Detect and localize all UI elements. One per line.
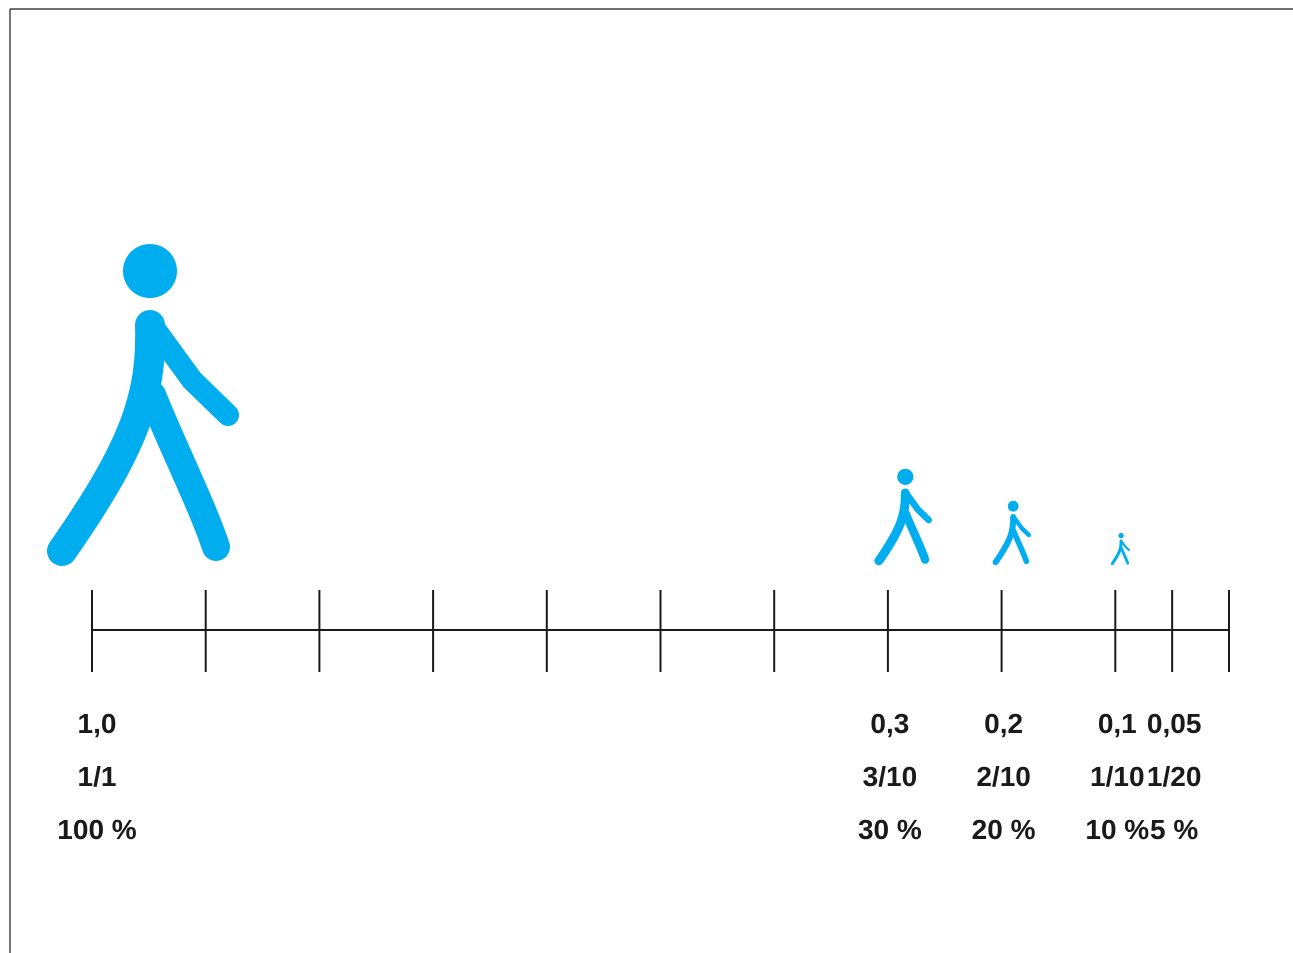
- marker-fraction-label: 3/10: [863, 761, 918, 792]
- marker-percent-label: 20 %: [972, 814, 1036, 845]
- figures-layer: [47, 244, 1131, 566]
- marker-fraction-label: 1/1: [78, 761, 117, 792]
- walker-front-leg: [1010, 528, 1030, 565]
- walker-head: [1007, 500, 1019, 512]
- walker-torso: [874, 488, 910, 566]
- walker-torso: [47, 310, 166, 566]
- walker-arm: [1011, 514, 1031, 538]
- walker-head: [123, 244, 177, 298]
- walker-head: [897, 468, 914, 485]
- marker-decimal-label: 0,2: [984, 708, 1023, 739]
- marker-percent-label: 100 %: [57, 814, 136, 845]
- walker-torso: [1110, 539, 1123, 566]
- walker-arm: [902, 489, 933, 524]
- marker-decimal-label: 0,05: [1147, 708, 1202, 739]
- walker-arm: [1120, 539, 1131, 552]
- walking-person-icon: [992, 500, 1031, 566]
- marker-fraction-label: 1/20: [1147, 761, 1202, 792]
- walking-person-icon: [874, 468, 933, 566]
- walking-person-icon: [47, 244, 239, 566]
- marker-percent-label: 10 %: [1085, 814, 1149, 845]
- walking-person-icon: [1110, 532, 1131, 566]
- marker-percent-label: 5 %: [1150, 814, 1198, 845]
- labels-layer: 1,0 1/1 100 % 0,3 3/10 30 % 0,2 2/10 20 % 0,1 1/10…: [57, 708, 1201, 845]
- walker-front-leg: [1119, 546, 1130, 565]
- walker-head: [1118, 532, 1124, 539]
- marker-decimal-label: 1,0: [78, 708, 117, 739]
- marker-percent-label: 30 %: [858, 814, 922, 845]
- marker-fraction-label: 1/10: [1090, 761, 1145, 792]
- marker-decimal-label: 0,3: [870, 708, 909, 739]
- walker-front-leg: [138, 381, 230, 561]
- scale-axis: [91, 590, 1230, 672]
- marker-decimal-label: 0,1: [1098, 708, 1137, 739]
- marker-fraction-label: 2/10: [976, 761, 1031, 792]
- walker-arm: [141, 314, 239, 426]
- walker-front-leg: [901, 509, 930, 564]
- walker-torso: [992, 513, 1017, 566]
